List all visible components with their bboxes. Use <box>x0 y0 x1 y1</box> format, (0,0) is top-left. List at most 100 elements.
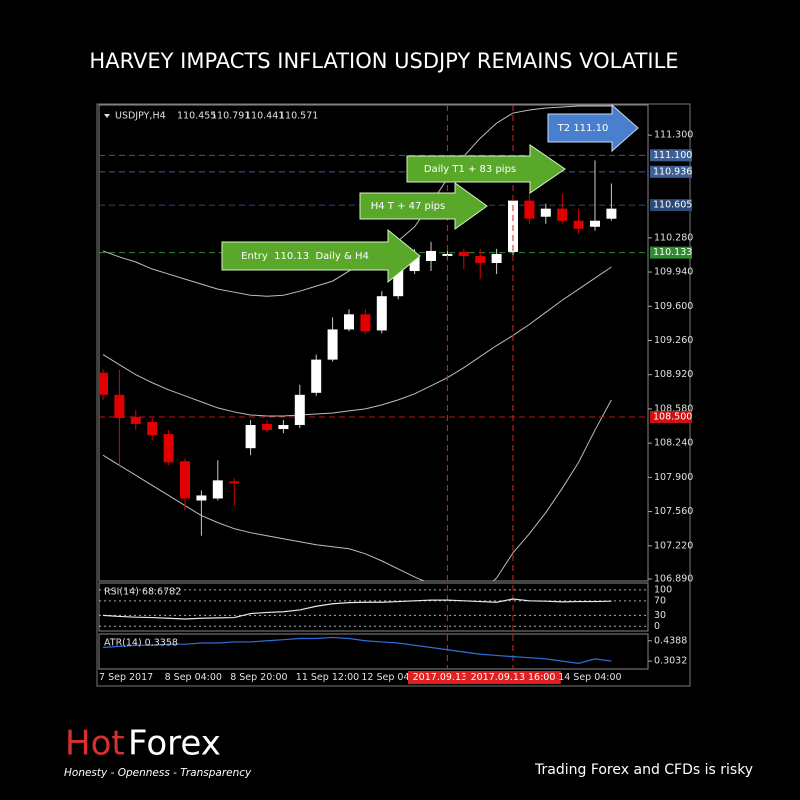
y-tick-label: 0.3032 <box>654 656 687 667</box>
price-level-label: 110.936 <box>653 166 692 177</box>
candle-body <box>458 251 469 256</box>
x-tick-label: 2017.09.13 00 <box>413 672 483 683</box>
y-tick-label: 70 <box>654 595 666 606</box>
y-tick-label: 108.240 <box>654 438 693 449</box>
indicator-line <box>102 598 612 620</box>
price-level-box <box>650 199 692 212</box>
price-level-label: 111.100 <box>653 150 692 161</box>
candle-body <box>294 394 305 426</box>
band-line <box>102 399 612 581</box>
price-level-label: 110.605 <box>653 200 692 211</box>
y-tick-label: 109.600 <box>654 301 693 312</box>
annotation-arrow <box>359 182 488 230</box>
main-panel <box>98 104 649 582</box>
indicator-line <box>102 636 612 664</box>
candle-body <box>262 424 272 431</box>
x-tick-label: 14 Sep 04:00 <box>558 672 621 683</box>
price-level-label: 110.133 <box>653 247 692 258</box>
candle-body <box>540 208 551 217</box>
y-tick-label: 106.890 <box>654 573 693 584</box>
x-tick-label: 2017.09.13 16:00 <box>471 672 556 683</box>
x-tick-label: 7 Sep 2017 <box>99 672 153 683</box>
candle-body <box>376 296 387 331</box>
chart-frame <box>96 103 691 687</box>
x-label-box <box>465 671 561 684</box>
candle-body <box>606 208 617 219</box>
annotation-text: Entry 110.13 Daily & H4 <box>241 251 369 262</box>
y-tick-label: 0 <box>654 621 660 632</box>
menu-icon <box>104 114 110 118</box>
disclaimer: Trading Forex and CFDs is risky <box>534 762 753 778</box>
y-tick-label: 100 <box>654 584 672 595</box>
y-tick-label: 107.560 <box>654 506 693 517</box>
x-tick-label: 12 Sep 04 <box>361 672 409 683</box>
candle-body <box>524 200 535 219</box>
y-tick-label: 107.900 <box>654 472 693 483</box>
candle-body <box>360 314 371 332</box>
candle-body <box>130 416 141 425</box>
band-line <box>102 266 612 417</box>
annotations: Entry 110.13 Daily & H4 H4 T + 47 pips D… <box>221 103 639 284</box>
annotation-arrow <box>406 144 566 194</box>
y-tick-label: 108.580 <box>654 403 693 414</box>
candle-body <box>442 253 453 256</box>
x-tick-label: 8 Sep 04:00 <box>165 672 222 683</box>
candle-body <box>557 208 568 221</box>
price-level-box <box>650 149 692 162</box>
candle-body <box>573 220 584 229</box>
rsi-panel <box>98 582 649 632</box>
indicator-title: ATR(14) 0.3358 <box>104 638 178 649</box>
indicator-title: RSI(14) 68.6782 <box>104 587 181 598</box>
annotation-arrow <box>547 103 639 153</box>
atr-panel <box>98 633 649 670</box>
price-level-box <box>650 410 692 423</box>
chart-symbol: USDJPY,H4 <box>115 111 166 122</box>
x-tick-label: 8 Sep 20:00 <box>230 672 287 683</box>
candle-body <box>590 220 600 227</box>
candle-body <box>491 253 502 263</box>
candle-body <box>344 314 354 330</box>
candle-body <box>147 421 158 436</box>
candle-body <box>212 480 223 499</box>
y-tick-label: 30 <box>654 610 666 621</box>
candle-body <box>99 372 108 395</box>
price-level-label: 108.500 <box>653 411 692 422</box>
candle-body <box>475 255 486 263</box>
annotation-text: Daily T1 + 83 pips <box>424 164 516 175</box>
candle-body <box>163 434 174 463</box>
price-level-box <box>650 165 692 178</box>
header-value: 110.441 <box>245 111 284 122</box>
candle-body <box>426 250 436 261</box>
x-tick-label: 11 Sep 12:00 <box>296 672 359 683</box>
candle-body <box>180 461 190 499</box>
y-tick-label: 107.220 <box>654 540 693 551</box>
price-level-box <box>650 246 692 259</box>
candle-body <box>327 329 338 360</box>
page-title: HARVEY IMPACTS INFLATION USDJPY REMAINS … <box>89 49 678 73</box>
logo-hot: Hot <box>65 724 125 764</box>
header-value: 110.455 <box>177 111 216 122</box>
y-tick-label: 110.280 <box>654 232 693 243</box>
y-tick-label: 0.4388 <box>654 635 687 646</box>
candle-body <box>245 425 256 449</box>
logo-forex: Forex <box>128 724 221 764</box>
overlay: 111.300 110.280 109.940 109.600 109.260 108.9… <box>99 105 693 684</box>
candle-body <box>278 425 289 430</box>
annotation-text: T2 111.10 <box>557 123 609 134</box>
y-tick-label: 109.260 <box>654 335 693 346</box>
y-tick-label: 108.920 <box>654 369 693 380</box>
annotation-arrow <box>221 228 421 284</box>
candle-body <box>409 254 420 272</box>
candle-body <box>196 495 207 501</box>
candle-body <box>311 359 322 393</box>
header-value: 110.571 <box>279 111 318 122</box>
y-tick-label: 111.300 <box>654 130 693 141</box>
tagline: Honesty - Openness - Transparency <box>64 767 252 779</box>
candle-body <box>393 269 404 297</box>
annotation-text: H4 T + 47 pips <box>371 201 446 212</box>
candle-body <box>114 394 125 418</box>
candle-body <box>229 481 240 484</box>
header-value: 110.791 <box>211 111 250 122</box>
y-tick-label: 109.940 <box>654 267 693 278</box>
